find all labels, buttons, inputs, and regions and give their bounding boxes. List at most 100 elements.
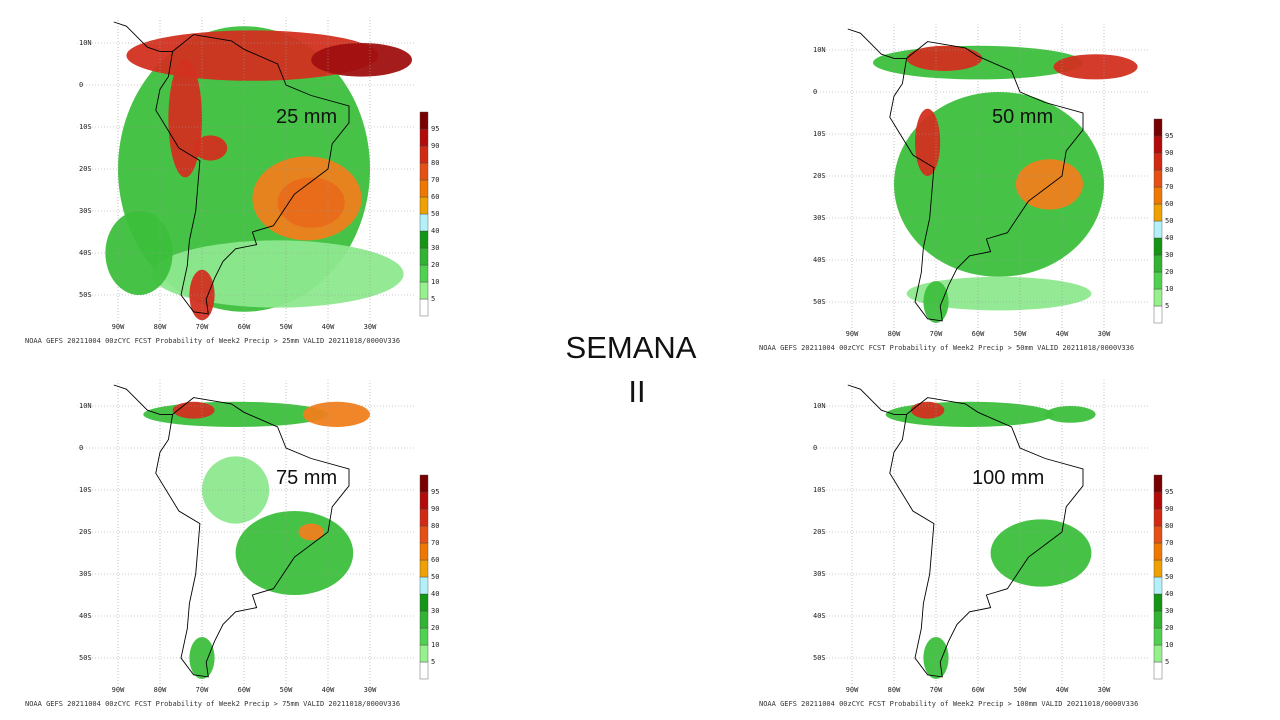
precip-area bbox=[885, 401, 1054, 427]
precip-area bbox=[990, 519, 1092, 587]
lon-label: 90W bbox=[112, 323, 125, 331]
colorbar-label: 50 bbox=[1165, 573, 1173, 581]
colorbar-swatch bbox=[1153, 237, 1163, 256]
precip-area bbox=[105, 211, 173, 295]
map-area bbox=[811, 380, 1149, 695]
lat-label: 10N bbox=[813, 402, 826, 410]
lat-label: 40S bbox=[813, 612, 826, 620]
precip-area bbox=[894, 91, 1104, 277]
lon-label: 70W bbox=[196, 686, 209, 694]
colorbar-swatch bbox=[419, 508, 429, 527]
lon-label: 60W bbox=[238, 323, 251, 331]
colorbar-label: 60 bbox=[1165, 200, 1173, 208]
colorbar-label: 5 bbox=[1165, 302, 1169, 310]
colorbar-swatch bbox=[419, 281, 429, 300]
colorbar-label: 10 bbox=[1165, 285, 1173, 293]
lat-label: 20S bbox=[79, 165, 92, 173]
colorbar-swatch bbox=[1153, 593, 1163, 612]
precip-area bbox=[235, 511, 354, 595]
map-caption: NOAA GEFS 20211004 00zCYC FCST Probabili… bbox=[25, 337, 401, 345]
colorbar-label: 95 bbox=[431, 125, 439, 133]
map-area bbox=[77, 17, 415, 332]
lat-label: 40S bbox=[79, 612, 92, 620]
lon-label: 50W bbox=[1014, 330, 1027, 338]
lon-label: 70W bbox=[196, 323, 209, 331]
colorbar-swatch bbox=[1153, 525, 1163, 544]
colorbar-swatch bbox=[419, 610, 429, 629]
map-caption: NOAA GEFS 20211004 00zCYC FCST Probabili… bbox=[759, 344, 1135, 352]
colorbar-swatch bbox=[1153, 491, 1163, 510]
lon-label: 50W bbox=[280, 323, 293, 331]
colorbar-swatch bbox=[1153, 474, 1163, 493]
lon-label: 50W bbox=[1014, 686, 1027, 694]
colorbar-swatch bbox=[419, 128, 429, 147]
coastline bbox=[847, 384, 907, 415]
threshold-label: 100 mm bbox=[972, 467, 1045, 489]
colorbar-swatch bbox=[1153, 152, 1163, 171]
colorbar-swatch bbox=[419, 111, 429, 130]
lat-label: 10S bbox=[813, 486, 826, 494]
colorbar-label: 70 bbox=[431, 539, 439, 547]
colorbar-label: 80 bbox=[1165, 522, 1173, 530]
colorbar-swatch bbox=[419, 661, 429, 680]
precip-area bbox=[915, 108, 941, 176]
lon-label: 40W bbox=[322, 323, 335, 331]
colorbar-label: 40 bbox=[1165, 234, 1173, 242]
colorbar-label: 20 bbox=[1165, 268, 1173, 276]
precip-area bbox=[923, 281, 949, 323]
lat-label: 30S bbox=[813, 570, 826, 578]
map-panel: 10N 0 10S 20S 30S 40S 50S 90W 80W 70W 60W 50W 40W 30W… bbox=[76, 379, 439, 696]
colorbar-label: 90 bbox=[1165, 149, 1173, 157]
colorbar-swatch bbox=[1153, 542, 1163, 561]
lat-label: 0 bbox=[79, 444, 83, 452]
map-area bbox=[77, 380, 415, 695]
colorbar-swatch bbox=[419, 162, 429, 181]
colorbar-label: 30 bbox=[1165, 607, 1173, 615]
precip-area bbox=[906, 45, 983, 71]
map-panel: 10N 0 10S 20S 30S 40S 50S 90W 80W 70W 60W 50W 40W 30W… bbox=[810, 23, 1173, 340]
colorbar-swatch bbox=[419, 247, 429, 266]
lon-label: 90W bbox=[112, 686, 125, 694]
colorbar-swatch bbox=[419, 593, 429, 612]
map-frame bbox=[810, 379, 1150, 696]
colorbar-swatch bbox=[419, 196, 429, 215]
lat-label: 50S bbox=[79, 654, 92, 662]
lon-label: 40W bbox=[322, 686, 335, 694]
map-caption: NOAA GEFS 20211004 00zCYC FCST Probabili… bbox=[25, 700, 401, 708]
threshold-label: 75 mm bbox=[276, 467, 338, 489]
lat-label: 20S bbox=[813, 172, 826, 180]
lat-label: 20S bbox=[813, 528, 826, 536]
lon-label: 90W bbox=[846, 686, 859, 694]
colorbar-label: 90 bbox=[431, 505, 439, 513]
coastline bbox=[889, 41, 1084, 322]
colorbar-swatch bbox=[419, 179, 429, 198]
lat-label: 10N bbox=[79, 402, 92, 410]
colorbar-swatch bbox=[419, 542, 429, 561]
map-panel: 10N 0 10S 20S 30S 40S 50S 90W 80W 70W 60W 50W 40W 30W… bbox=[76, 16, 439, 333]
colorbar-label: 95 bbox=[1165, 488, 1173, 496]
colorbar-label: 10 bbox=[431, 641, 439, 649]
map-bg bbox=[811, 380, 1149, 695]
lon-label: 30W bbox=[1098, 330, 1111, 338]
colorbar-label: 10 bbox=[1165, 641, 1173, 649]
precip-area bbox=[189, 637, 215, 679]
lon-label: 70W bbox=[930, 686, 943, 694]
map-frame bbox=[76, 16, 416, 333]
colorbar-swatch bbox=[419, 559, 429, 578]
lat-label: 10N bbox=[79, 39, 92, 47]
lon-label: 50W bbox=[280, 686, 293, 694]
colorbar-swatch bbox=[1153, 271, 1163, 290]
colorbar-label: 20 bbox=[431, 261, 439, 269]
coastline bbox=[113, 21, 173, 52]
colorbar-label: 95 bbox=[1165, 132, 1173, 140]
colorbar-label: 50 bbox=[431, 573, 439, 581]
coastline bbox=[155, 34, 350, 315]
colorbar-label: 40 bbox=[1165, 590, 1173, 598]
lat-label: 20S bbox=[79, 528, 92, 536]
colorbar-label: 40 bbox=[431, 227, 439, 235]
colorbar-label: 80 bbox=[431, 522, 439, 530]
precip-area bbox=[910, 401, 945, 419]
map-area bbox=[811, 24, 1149, 339]
title-line: SEMANA bbox=[565, 330, 697, 365]
lon-label: 30W bbox=[364, 323, 377, 331]
